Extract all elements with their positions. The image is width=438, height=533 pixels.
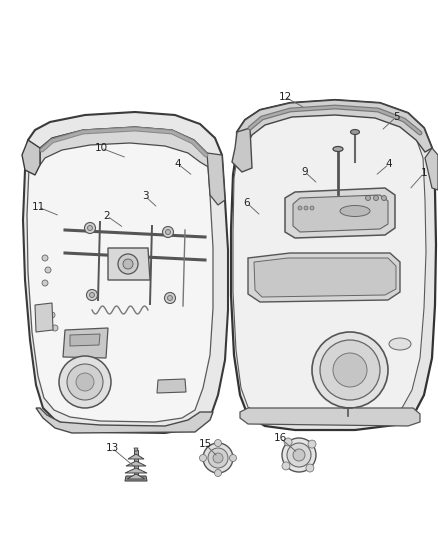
Polygon shape <box>63 328 108 358</box>
Circle shape <box>49 312 55 318</box>
Circle shape <box>320 340 380 400</box>
Polygon shape <box>36 408 213 433</box>
Circle shape <box>312 332 388 408</box>
Polygon shape <box>70 334 100 346</box>
Polygon shape <box>233 111 426 420</box>
Circle shape <box>59 356 111 408</box>
Circle shape <box>333 353 367 387</box>
Text: 10: 10 <box>95 143 108 153</box>
Circle shape <box>208 448 228 468</box>
Circle shape <box>89 293 95 297</box>
Circle shape <box>85 222 95 233</box>
Circle shape <box>230 455 237 462</box>
Polygon shape <box>232 128 252 172</box>
Circle shape <box>306 464 314 472</box>
Circle shape <box>310 206 314 210</box>
Polygon shape <box>254 258 396 297</box>
Polygon shape <box>293 195 388 232</box>
Circle shape <box>284 438 292 446</box>
Text: 6: 6 <box>244 198 250 208</box>
Circle shape <box>293 449 305 461</box>
Circle shape <box>45 267 51 273</box>
Polygon shape <box>231 100 436 430</box>
Text: 16: 16 <box>273 433 286 443</box>
Ellipse shape <box>389 338 411 350</box>
Circle shape <box>167 295 173 301</box>
Circle shape <box>287 443 311 467</box>
Circle shape <box>67 364 103 400</box>
Ellipse shape <box>340 206 370 216</box>
Circle shape <box>52 325 58 331</box>
Circle shape <box>76 373 94 391</box>
Circle shape <box>118 254 138 274</box>
Text: 4: 4 <box>175 159 181 169</box>
Circle shape <box>42 255 48 261</box>
Circle shape <box>86 289 98 301</box>
Circle shape <box>162 227 173 238</box>
Text: 13: 13 <box>106 443 119 453</box>
Circle shape <box>215 470 222 477</box>
Polygon shape <box>157 379 186 393</box>
Text: 15: 15 <box>198 439 212 449</box>
Circle shape <box>123 259 133 269</box>
Polygon shape <box>23 112 228 433</box>
Text: 2: 2 <box>104 211 110 221</box>
Text: 1: 1 <box>420 168 427 178</box>
Polygon shape <box>285 188 395 238</box>
Circle shape <box>199 455 206 462</box>
Ellipse shape <box>350 130 360 134</box>
Text: 12: 12 <box>279 92 292 102</box>
Polygon shape <box>134 450 138 476</box>
Circle shape <box>365 196 371 200</box>
Polygon shape <box>35 303 53 332</box>
Ellipse shape <box>333 147 343 151</box>
Circle shape <box>166 230 170 235</box>
Text: 3: 3 <box>141 191 148 201</box>
Circle shape <box>203 443 233 473</box>
Text: 11: 11 <box>32 202 45 212</box>
Circle shape <box>381 196 386 200</box>
Circle shape <box>298 206 302 210</box>
Polygon shape <box>207 153 225 205</box>
Circle shape <box>165 293 176 303</box>
Text: 4: 4 <box>386 159 392 169</box>
Polygon shape <box>240 408 420 426</box>
Circle shape <box>282 438 316 472</box>
Circle shape <box>308 440 316 448</box>
Polygon shape <box>22 140 40 175</box>
Polygon shape <box>126 461 146 466</box>
Circle shape <box>213 453 223 463</box>
Polygon shape <box>27 127 213 422</box>
Text: 9: 9 <box>302 167 308 177</box>
Polygon shape <box>248 253 400 302</box>
Polygon shape <box>425 148 438 190</box>
Polygon shape <box>40 127 210 168</box>
Circle shape <box>42 280 48 286</box>
Polygon shape <box>127 474 145 479</box>
Circle shape <box>282 462 290 470</box>
Polygon shape <box>125 476 147 481</box>
Polygon shape <box>237 100 432 152</box>
Polygon shape <box>134 448 138 451</box>
Circle shape <box>88 225 92 230</box>
Polygon shape <box>125 468 147 473</box>
Text: 5: 5 <box>393 112 399 122</box>
Circle shape <box>304 206 308 210</box>
Polygon shape <box>108 248 150 280</box>
Circle shape <box>215 440 222 447</box>
Polygon shape <box>128 454 144 459</box>
Circle shape <box>374 196 378 200</box>
